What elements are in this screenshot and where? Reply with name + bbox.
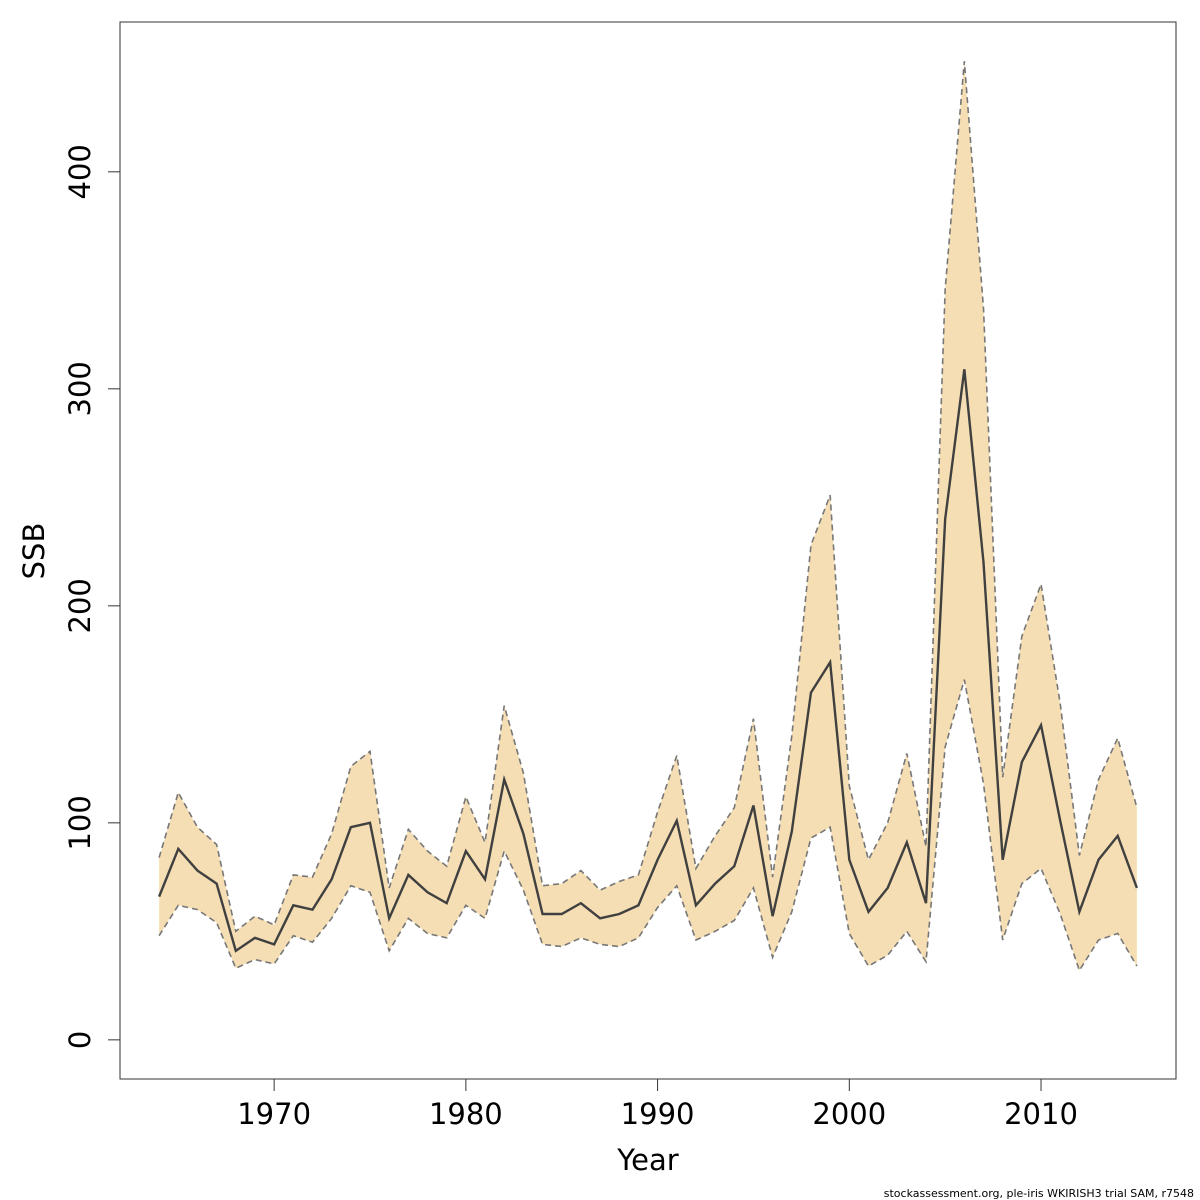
x-tick-label: 1990 (621, 1097, 695, 1131)
ssb-line (157, 369, 1139, 953)
y-axis-label: SSB (17, 523, 51, 580)
footnote: stockassessment.org, ple-iris WKIRISH3 t… (884, 1187, 1194, 1200)
y-tick-label: 0 (63, 1031, 97, 1049)
upper-bound-line (158, 61, 1138, 933)
y-tick-label: 300 (63, 361, 97, 416)
confidence-band (159, 61, 1137, 971)
x-tick-label: 2010 (1004, 1097, 1078, 1131)
x-axis-label: Year (616, 1143, 678, 1177)
y-tick-label: 100 (63, 795, 97, 850)
y-tick-label: 400 (63, 144, 97, 199)
x-tick-label: 1980 (429, 1097, 503, 1131)
x-tick-label: 1970 (237, 1097, 311, 1131)
y-tick-label: 200 (63, 578, 97, 633)
x-tick-label: 2000 (812, 1097, 886, 1131)
lower-bound-line (158, 679, 1138, 973)
